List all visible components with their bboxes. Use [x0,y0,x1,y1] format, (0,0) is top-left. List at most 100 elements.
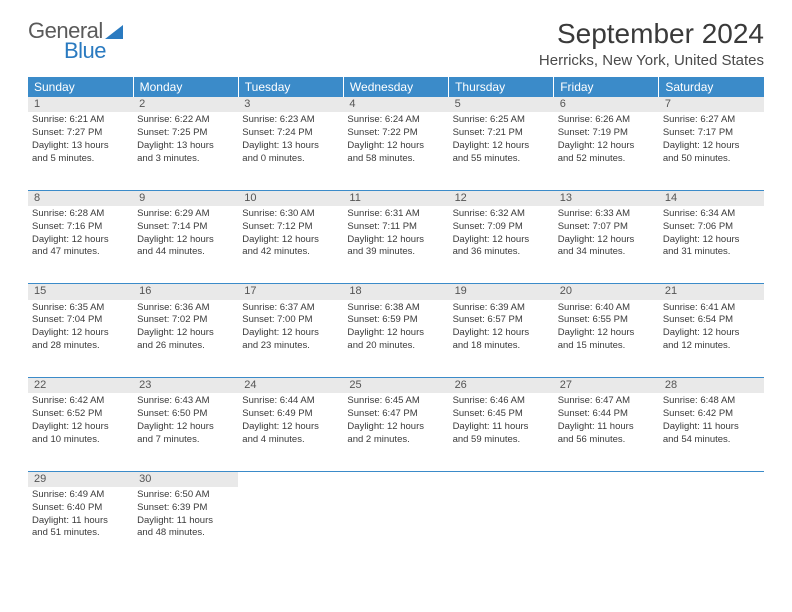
sunset-text: Sunset: 7:09 PM [453,221,550,234]
daylight-text-2: and 20 minutes. [347,340,444,353]
daylight-text-2: and 47 minutes. [32,246,129,259]
sunset-text: Sunset: 7:24 PM [242,127,339,140]
daylight-text-1: Daylight: 12 hours [558,234,655,247]
day-number: 12 [449,190,554,206]
daylight-text-2: and 39 minutes. [347,246,444,259]
sunrise-text: Sunrise: 6:22 AM [137,114,234,127]
sunset-text: Sunset: 6:52 PM [32,408,129,421]
day-cell: Sunrise: 6:21 AMSunset: 7:27 PMDaylight:… [28,112,133,190]
daylight-text-1: Daylight: 12 hours [137,234,234,247]
sunset-text: Sunset: 7:22 PM [347,127,444,140]
day-cell [449,487,554,565]
sunset-text: Sunset: 7:12 PM [242,221,339,234]
sunset-text: Sunset: 6:54 PM [663,314,760,327]
day-number: 21 [659,284,764,300]
sunset-text: Sunset: 7:14 PM [137,221,234,234]
sunrise-text: Sunrise: 6:33 AM [558,208,655,221]
sunrise-text: Sunrise: 6:45 AM [347,395,444,408]
day-number: 11 [343,190,448,206]
daylight-text-2: and 48 minutes. [137,527,234,540]
day-number: 4 [343,97,448,112]
weekday-header: Monday [133,77,238,97]
day-cell: Sunrise: 6:22 AMSunset: 7:25 PMDaylight:… [133,112,238,190]
sunset-text: Sunset: 6:40 PM [32,502,129,515]
daylight-text-1: Daylight: 12 hours [558,327,655,340]
sunrise-text: Sunrise: 6:39 AM [453,302,550,315]
day-detail-row: Sunrise: 6:35 AMSunset: 7:04 PMDaylight:… [28,300,764,378]
daylight-text-2: and 2 minutes. [347,434,444,447]
day-cell: Sunrise: 6:43 AMSunset: 6:50 PMDaylight:… [133,393,238,471]
sunset-text: Sunset: 7:00 PM [242,314,339,327]
daylight-text-1: Daylight: 12 hours [663,140,760,153]
day-cell: Sunrise: 6:41 AMSunset: 6:54 PMDaylight:… [659,300,764,378]
daylight-text-2: and 26 minutes. [137,340,234,353]
day-cell: Sunrise: 6:44 AMSunset: 6:49 PMDaylight:… [238,393,343,471]
weekday-header: Tuesday [238,77,343,97]
daylight-text-2: and 50 minutes. [663,153,760,166]
day-cell: Sunrise: 6:27 AMSunset: 7:17 PMDaylight:… [659,112,764,190]
day-number [659,471,764,487]
daylight-text-1: Daylight: 13 hours [137,140,234,153]
daylight-text-1: Daylight: 11 hours [663,421,760,434]
sunrise-text: Sunrise: 6:30 AM [242,208,339,221]
daylight-text-2: and 15 minutes. [558,340,655,353]
sunrise-text: Sunrise: 6:23 AM [242,114,339,127]
sunset-text: Sunset: 6:59 PM [347,314,444,327]
daylight-text-1: Daylight: 12 hours [137,421,234,434]
daylight-text-2: and 44 minutes. [137,246,234,259]
sunset-text: Sunset: 7:04 PM [32,314,129,327]
daylight-text-2: and 28 minutes. [32,340,129,353]
sunrise-text: Sunrise: 6:34 AM [663,208,760,221]
daylight-text-1: Daylight: 11 hours [558,421,655,434]
day-cell: Sunrise: 6:33 AMSunset: 7:07 PMDaylight:… [554,206,659,284]
day-number: 22 [28,378,133,394]
day-number: 23 [133,378,238,394]
day-number: 10 [238,190,343,206]
day-cell [659,487,764,565]
sunset-text: Sunset: 6:45 PM [453,408,550,421]
day-number: 30 [133,471,238,487]
daylight-text-2: and 36 minutes. [453,246,550,259]
sunset-text: Sunset: 7:07 PM [558,221,655,234]
daylight-text-2: and 31 minutes. [663,246,760,259]
day-cell: Sunrise: 6:35 AMSunset: 7:04 PMDaylight:… [28,300,133,378]
sunset-text: Sunset: 6:55 PM [558,314,655,327]
daylight-text-1: Daylight: 12 hours [453,234,550,247]
sunset-text: Sunset: 6:44 PM [558,408,655,421]
day-detail-row: Sunrise: 6:49 AMSunset: 6:40 PMDaylight:… [28,487,764,565]
sunset-text: Sunset: 7:27 PM [32,127,129,140]
sunset-text: Sunset: 6:39 PM [137,502,234,515]
day-number: 18 [343,284,448,300]
daylight-text-1: Daylight: 12 hours [32,421,129,434]
day-cell: Sunrise: 6:31 AMSunset: 7:11 PMDaylight:… [343,206,448,284]
sunrise-text: Sunrise: 6:40 AM [558,302,655,315]
daylight-text-2: and 12 minutes. [663,340,760,353]
daylight-text-1: Daylight: 12 hours [242,327,339,340]
daylight-text-1: Daylight: 12 hours [453,140,550,153]
day-number: 25 [343,378,448,394]
sunrise-text: Sunrise: 6:21 AM [32,114,129,127]
day-cell: Sunrise: 6:46 AMSunset: 6:45 PMDaylight:… [449,393,554,471]
daylight-text-1: Daylight: 12 hours [242,234,339,247]
daylight-text-1: Daylight: 12 hours [347,327,444,340]
daylight-text-2: and 10 minutes. [32,434,129,447]
day-number-row: 891011121314 [28,190,764,206]
day-number: 26 [449,378,554,394]
day-cell: Sunrise: 6:26 AMSunset: 7:19 PMDaylight:… [554,112,659,190]
sunset-text: Sunset: 6:42 PM [663,408,760,421]
sunrise-text: Sunrise: 6:50 AM [137,489,234,502]
daylight-text-1: Daylight: 13 hours [242,140,339,153]
daylight-text-1: Daylight: 12 hours [663,234,760,247]
sunset-text: Sunset: 6:57 PM [453,314,550,327]
daylight-text-2: and 0 minutes. [242,153,339,166]
sunrise-text: Sunrise: 6:36 AM [137,302,234,315]
sunrise-text: Sunrise: 6:44 AM [242,395,339,408]
weekday-header: Saturday [659,77,764,97]
sunrise-text: Sunrise: 6:41 AM [663,302,760,315]
logo-triangle-icon [105,25,123,39]
brand-logo: General Blue [28,18,123,64]
sunrise-text: Sunrise: 6:24 AM [347,114,444,127]
daylight-text-1: Daylight: 12 hours [663,327,760,340]
day-number: 24 [238,378,343,394]
title-block: September 2024 Herricks, New York, Unite… [539,18,764,69]
